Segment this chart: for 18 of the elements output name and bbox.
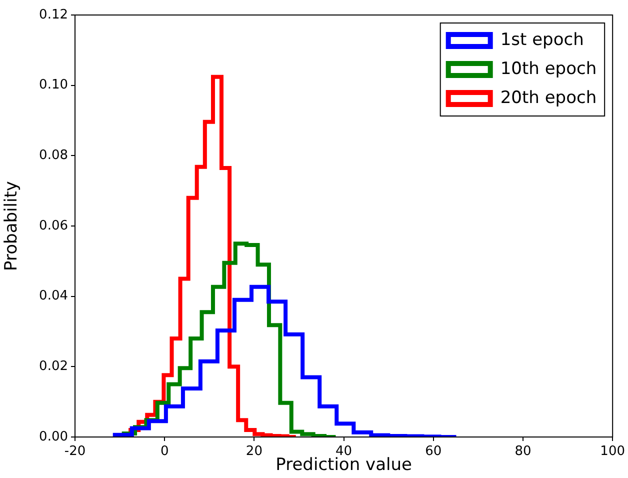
legend-label: 20th epoch [500,88,597,108]
y-tick-label: 0.04 [39,288,68,304]
y-axis-title: Probability [2,181,22,271]
y-tick-label: 0.06 [39,218,68,234]
y-tick-label: 0.12 [39,7,68,22]
x-tick-label: -20 [64,444,86,460]
legend-label: 10th epoch [500,58,597,79]
x-axis-title: Prediction value [276,455,412,476]
y-tick-label: 0.00 [39,429,68,444]
x-tick-label: 0 [160,444,169,460]
x-tick-label: 20 [246,444,262,460]
legend-label: 1st epoch [500,30,584,50]
x-tick-label: 80 [514,444,532,460]
y-tick-label: 0.10 [39,78,68,93]
x-tick-label: 100 [600,444,626,460]
x-tick-label: 60 [425,444,442,460]
y-tick-label: 0.02 [39,359,68,374]
y-tick-label: 0.08 [39,148,68,164]
